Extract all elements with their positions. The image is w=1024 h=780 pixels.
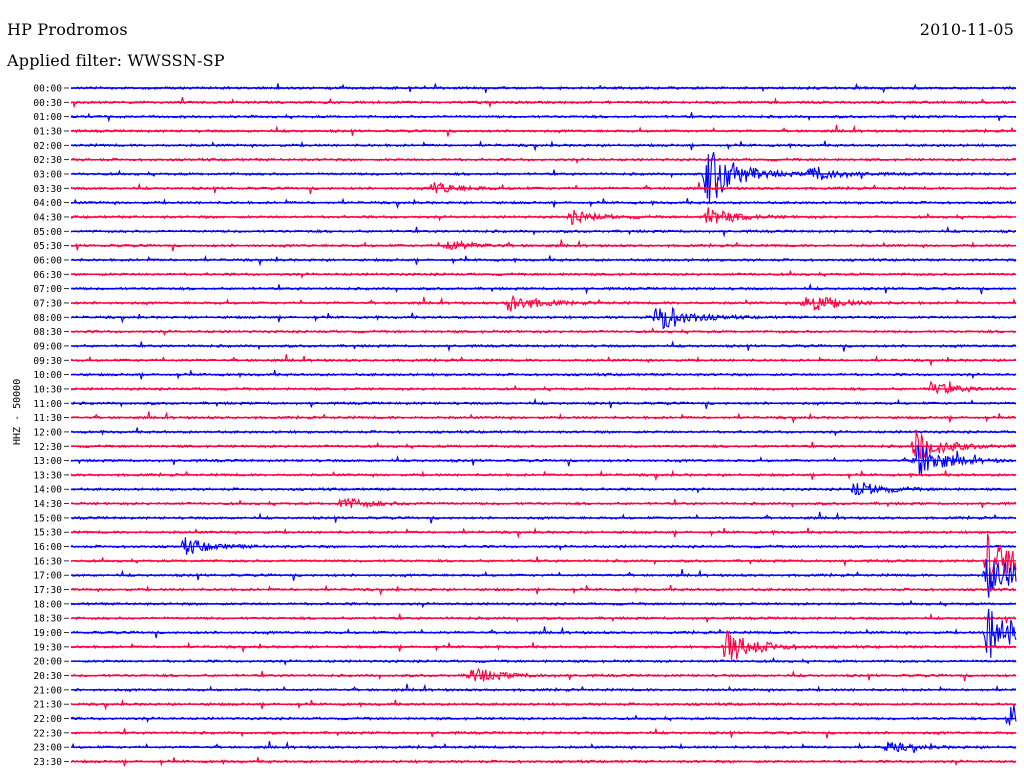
y-tick-label: 14:30 <box>33 499 62 510</box>
y-tick-label: 06:00 <box>33 255 62 266</box>
trace-row-1630 <box>70 533 1017 587</box>
y-tick-label: 04:30 <box>33 212 62 223</box>
y-tick-label: 16:30 <box>33 556 62 567</box>
y-tick-label: 18:30 <box>33 614 62 625</box>
y-tick-label: 05:00 <box>33 227 62 238</box>
y-tick-label: 17:30 <box>33 585 62 596</box>
y-tick-label: 01:00 <box>33 112 62 123</box>
y-tick-label: 15:00 <box>33 513 62 524</box>
trace-row-1100 <box>70 397 1017 409</box>
y-tick-label: 20:00 <box>33 657 62 668</box>
applied-filter-label: Applied filter: WWSSN-SP <box>7 51 225 70</box>
y-tick-label: 20:30 <box>33 671 62 682</box>
trace-row-1700 <box>70 559 1017 598</box>
trace-row-1030 <box>70 380 1017 395</box>
trace-row-2200 <box>70 704 1017 726</box>
y-tick-label: 17:00 <box>33 571 62 582</box>
y-tick-label: 21:30 <box>33 700 62 711</box>
y-tick-label: 15:30 <box>33 528 62 539</box>
y-tick-label: 05:30 <box>33 241 62 252</box>
trace-row-1200 <box>70 427 1017 437</box>
y-tick-label: 04:00 <box>33 198 62 209</box>
trace-row-1230 <box>70 429 1017 459</box>
y-tick-label: 10:00 <box>33 370 62 381</box>
record-date: 2010-11-05 <box>919 20 1014 39</box>
y-tick-label: 11:00 <box>33 399 62 410</box>
y-tick-label: 11:30 <box>33 413 62 424</box>
y-tick-label: 07:30 <box>33 298 62 309</box>
y-tick-label: 02:30 <box>33 155 62 166</box>
y-tick-label: 08:00 <box>33 313 62 324</box>
y-tick-label: 09:00 <box>33 341 62 352</box>
y-tick-label: 16:00 <box>33 542 62 553</box>
trace-row-0930 <box>70 354 1017 367</box>
y-tick-label: 23:30 <box>33 757 62 768</box>
y-tick-label: 08:30 <box>33 327 62 338</box>
trace-row-1930 <box>70 629 1017 660</box>
y-tick-label: 22:00 <box>33 714 62 725</box>
y-tick-label: 03:30 <box>33 184 62 195</box>
y-tick-label: 12:00 <box>33 427 62 438</box>
y-tick-label: 14:00 <box>33 485 62 496</box>
y-tick-label: 19:30 <box>33 642 62 653</box>
y-tick-label: 10:30 <box>33 384 62 395</box>
station-name: HP Prodromos <box>7 20 128 39</box>
y-tick-label: 01:30 <box>33 126 62 137</box>
trace-row-0230 <box>70 157 1017 165</box>
y-tick-label: 12:30 <box>33 442 62 453</box>
y-tick-label: 00:30 <box>33 98 62 109</box>
y-tick-label: 03:00 <box>33 169 62 180</box>
y-tick-label: 06:30 <box>33 270 62 281</box>
y-tick-label: 18:00 <box>33 599 62 610</box>
y-tick-label: 23:00 <box>33 743 62 754</box>
trace-row-0800 <box>70 306 1016 330</box>
trace-row-1900 <box>70 608 1017 658</box>
trace-row-0430 <box>70 207 1017 226</box>
y-tick-label: 02:00 <box>33 141 62 152</box>
y-tick-label: 21:00 <box>33 685 62 696</box>
y-tick-label: 00:00 <box>33 84 62 95</box>
y-tick-label: 13:00 <box>33 456 62 467</box>
trace-row-1400 <box>70 482 1017 496</box>
trace-row-0000 <box>70 82 1017 94</box>
y-tick-label: 22:30 <box>33 728 62 739</box>
y-tick-label: 07:00 <box>33 284 62 295</box>
y-tick-label: 13:30 <box>33 470 62 481</box>
y-tick-label: 09:30 <box>33 356 62 367</box>
trace-row-0730 <box>70 294 1017 312</box>
y-tick-label: 19:00 <box>33 628 62 639</box>
